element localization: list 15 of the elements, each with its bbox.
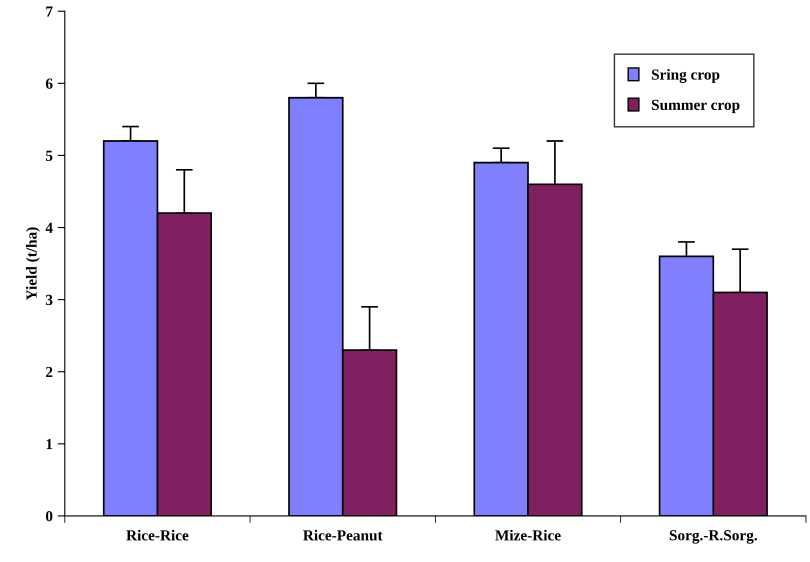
y-tick-label: 7 <box>46 6 53 17</box>
x-tick-label: Mize-Rice <box>495 530 561 541</box>
y-tick-label: 5 <box>46 150 52 161</box>
y-tick-label: 2 <box>46 366 52 378</box>
legend-label: Sring crop <box>652 68 720 83</box>
x-tick-label: Rice-Peanut <box>303 530 383 541</box>
y-tick-label: 0 <box>46 511 52 522</box>
y-tick-label: 1 <box>46 439 52 450</box>
x-tick-label: Rice-Rice <box>126 530 188 541</box>
y-tick-label: 6 <box>46 78 53 89</box>
y-tick-label: 4 <box>46 222 53 233</box>
legend-label: Summer crop <box>652 100 740 114</box>
y-tick-label: 3 <box>46 294 52 306</box>
y-axis-title: Yield (t/ha) <box>26 227 40 300</box>
x-tick-label: Sorg.-R.Sorg. <box>670 530 757 544</box>
